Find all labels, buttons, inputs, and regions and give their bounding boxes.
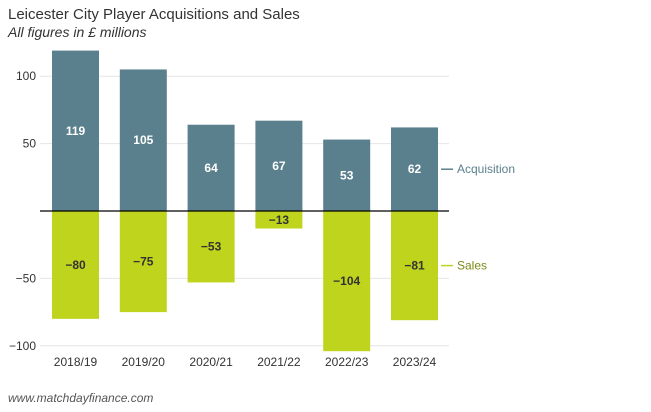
chart-subtitle: All figures in £ millions (8, 24, 147, 40)
bar-acquisition (255, 120, 303, 211)
legend-label-sales: Sales (457, 259, 487, 273)
bar-acquisition (391, 127, 438, 211)
bar-sales (391, 211, 438, 321)
acquisition-value-label: 67 (272, 159, 286, 173)
y-tick-label: 100 (16, 69, 36, 83)
acquisition-value-label: 105 (133, 133, 153, 147)
bar-sales (52, 211, 99, 319)
acquisition-value-label: 64 (204, 161, 218, 175)
x-tick-label: 2020/21 (189, 355, 233, 369)
source-url: www.matchdayfinance.com (8, 391, 154, 405)
gridlines (40, 75, 449, 347)
bar-sales (187, 211, 235, 283)
x-tick-label: 2023/24 (393, 355, 437, 369)
chart-title: Leicester City Player Acquisitions and S… (8, 6, 300, 23)
bar-acquisition (119, 69, 167, 212)
acquisition-value-label: 53 (340, 168, 354, 182)
x-tick-label: 2018/19 (54, 355, 98, 369)
y-tick-label: 50 (23, 137, 37, 151)
bar-sales (255, 211, 303, 229)
y-tick-label: −100 (9, 339, 36, 353)
bar-acquisition (52, 50, 99, 212)
sales-value-label: −104 (333, 274, 360, 288)
x-tick-label: 2022/23 (325, 355, 369, 369)
bar-sales (323, 211, 371, 352)
labels: 100 50 −50 −100 119 −80 2018/19 105 −75 2019/20 64… (9, 69, 515, 369)
sales-value-label: −75 (133, 255, 154, 269)
y-tick-label: −50 (16, 271, 37, 285)
sales-value-label: −81 (404, 259, 425, 273)
x-tick-label: 2021/22 (257, 355, 301, 369)
sales-value-label: −13 (269, 213, 290, 227)
sales-value-label: −80 (65, 258, 86, 272)
x-tick-label: 2019/20 (122, 355, 166, 369)
bar-sales (119, 211, 167, 313)
bar-acquisition (187, 124, 235, 211)
sales-value-label: −53 (201, 240, 222, 254)
legend-label-acquisition: Acquisition (457, 162, 515, 176)
acquisition-value-label: 62 (408, 162, 422, 176)
bars (52, 50, 438, 352)
acquisition-value-label: 119 (66, 124, 86, 138)
bar-acquisition (323, 139, 371, 211)
